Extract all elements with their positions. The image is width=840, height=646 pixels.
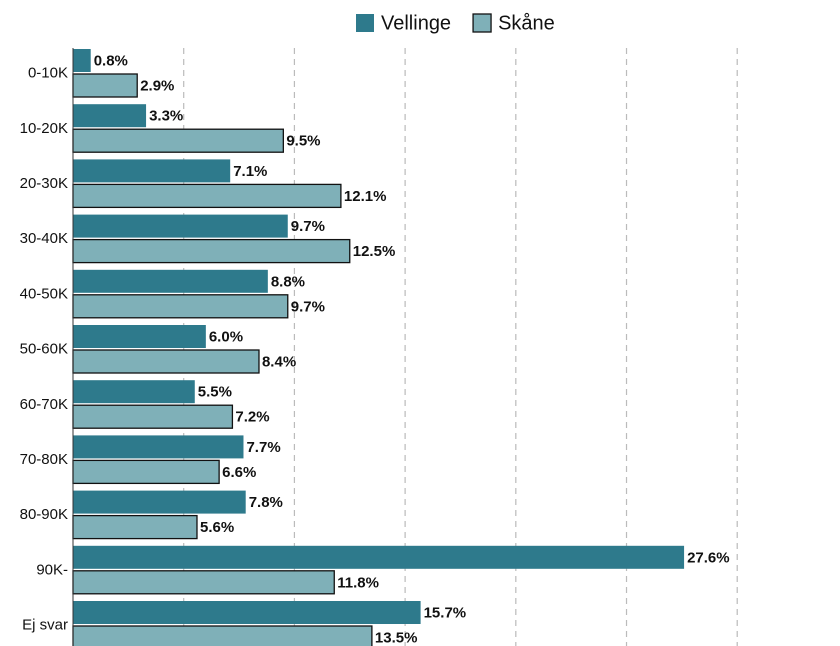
value-label: 13.5%	[375, 629, 418, 646]
value-label: 3.3%	[149, 108, 183, 125]
legend-swatch	[356, 14, 374, 32]
value-label: 27.6%	[687, 549, 730, 566]
category-label: Ej svar	[22, 617, 68, 634]
category-label: 50-60K	[20, 341, 68, 358]
bar	[73, 159, 231, 183]
value-label: 7.2%	[235, 409, 269, 426]
bar	[73, 545, 685, 569]
bar	[72, 128, 284, 153]
legend-swatch	[472, 13, 492, 33]
value-label: 0.8%	[94, 52, 128, 69]
category-label: 60-70K	[20, 396, 68, 413]
legend-label: Vellinge	[381, 12, 451, 34]
bar	[72, 349, 260, 374]
bar	[73, 325, 206, 348]
value-label: 11.8%	[337, 574, 379, 591]
category-label: 20-30K	[20, 175, 68, 192]
bar	[72, 625, 373, 646]
value-label: 6.6%	[222, 464, 256, 481]
value-label: 9.7%	[291, 218, 325, 235]
bar	[73, 269, 268, 293]
bar	[72, 238, 351, 264]
bar	[73, 380, 195, 404]
category-label: 0-10K	[28, 65, 68, 82]
category-label: 80-90K	[20, 506, 68, 523]
bar	[73, 490, 246, 514]
bar	[73, 601, 421, 624]
bar	[73, 104, 147, 128]
value-label: 7.7%	[246, 439, 280, 456]
value-label: 15.7%	[424, 604, 467, 621]
bar	[72, 404, 234, 429]
bar	[73, 214, 288, 238]
bar	[72, 570, 335, 595]
value-label: 2.9%	[140, 77, 174, 94]
legend-label: Skåne	[498, 12, 555, 34]
value-label: 5.5%	[198, 384, 232, 401]
bar	[72, 459, 220, 485]
value-label: 8.4%	[262, 353, 296, 370]
value-label: 7.8%	[249, 494, 283, 511]
value-label: 7.1%	[233, 163, 267, 180]
value-label: 8.8%	[271, 273, 305, 290]
value-label: 5.6%	[200, 519, 234, 536]
category-label: 90K-	[36, 561, 68, 578]
value-label: 12.1%	[344, 188, 387, 205]
category-label: 70-80K	[20, 451, 68, 468]
bar	[72, 183, 342, 209]
value-label: 9.5%	[286, 133, 320, 150]
value-label: 12.5%	[353, 243, 396, 260]
bar	[73, 49, 91, 72]
bar	[72, 73, 138, 98]
bar	[72, 514, 198, 540]
category-label: 30-40K	[20, 230, 68, 247]
bar	[73, 435, 244, 459]
category-label: 40-50K	[20, 285, 68, 302]
category-label: 10-20K	[20, 120, 68, 137]
bar	[72, 294, 289, 319]
value-label: 9.7%	[291, 298, 325, 315]
value-label: 6.0%	[209, 328, 243, 345]
